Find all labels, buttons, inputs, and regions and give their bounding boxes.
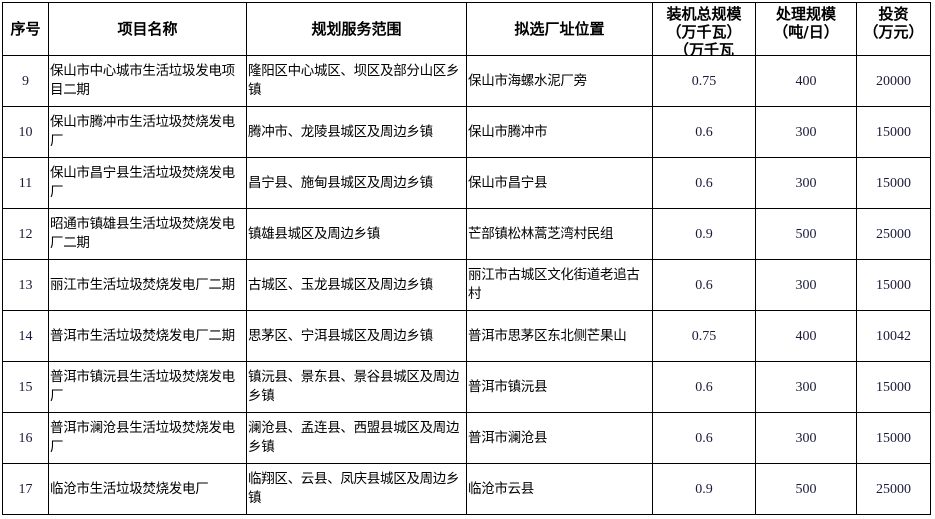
cell-scope: 临翔区、云县、凤庆县城区及周边乡镇 <box>246 463 467 515</box>
header-no-label: 序号 <box>10 20 41 38</box>
cell-invest: 15000 <box>856 106 931 158</box>
header-capacity-unit: （万千瓦） <box>666 23 742 41</box>
cell-invest: 25000 <box>856 208 931 260</box>
cell-scale: 500 <box>755 208 857 260</box>
table-row: 15 普洱市镇沅县生活垃圾焚烧发电厂 镇沅县、景东县、景谷县城区及周边乡镇 普洱市镇沅… <box>2 361 931 413</box>
header-scope-label: 规划服务范围 <box>311 20 402 38</box>
header-scale: 处理规模 （吨/日） <box>755 2 857 56</box>
cell-scale: 300 <box>755 157 857 209</box>
cell-scope: 腾冲市、龙陵县城区及周边乡镇 <box>246 106 467 158</box>
cell-capacity: 0.9 <box>652 208 756 260</box>
cell-scale: 300 <box>755 361 857 413</box>
header-name: 项目名称 <box>48 2 247 56</box>
cell-no: 9 <box>2 55 49 107</box>
cell-name: 临沧市生活垃圾焚烧发电厂 <box>48 463 247 515</box>
header-invest-label: 投资 <box>878 5 909 23</box>
cell-capacity: 0.9 <box>652 463 756 515</box>
cell-scale: 400 <box>755 55 857 107</box>
cell-site: 芒部镇松林蒿芝湾村民组 <box>466 208 653 260</box>
header-no: 序号 <box>2 2 49 56</box>
cell-invest: 10042 <box>856 310 931 362</box>
cell-no: 16 <box>2 412 49 464</box>
header-scale-label: 处理规模 <box>775 5 836 23</box>
header-invest-unit: （万元） <box>863 23 924 41</box>
cell-capacity: 0.6 <box>652 259 756 311</box>
cell-no: 17 <box>2 463 49 515</box>
cell-no: 10 <box>2 106 49 158</box>
cell-no: 15 <box>2 361 49 413</box>
cell-invest: 25000 <box>856 463 931 515</box>
cell-invest: 15000 <box>856 361 931 413</box>
header-capacity: 装机总规模 （万千瓦） （万千瓦 <box>652 2 756 56</box>
cell-scope: 昌宁县、施甸县城区及周边乡镇 <box>246 157 467 209</box>
table-row: 9 保山市中心城市生活垃圾发电项目二期 隆阳区中心城区、坝区及部分山区乡镇 保山市海螺… <box>2 55 931 107</box>
cell-scope: 澜沧县、孟连县、西盟县城区及周边乡镇 <box>246 412 467 464</box>
cell-name: 保山市腾冲市生活垃圾焚烧发电厂 <box>48 106 247 158</box>
cell-capacity: 0.6 <box>652 157 756 209</box>
cell-invest: 20000 <box>856 55 931 107</box>
cell-scale: 400 <box>755 310 857 362</box>
cell-site: 普洱市澜沧县 <box>466 412 653 464</box>
cell-name: 普洱市澜沧县生活垃圾焚烧发电厂 <box>48 412 247 464</box>
table-row: 12 昭通市镇雄县生活垃圾焚烧发电厂二期 镇雄县城区及周边乡镇 芒部镇松林蒿芝湾村民组… <box>2 208 931 260</box>
header-row: 序号 项目名称 规划服务范围 拟选厂址位置 装机总规模 （万千瓦） （万千瓦 处理规… <box>2 2 931 56</box>
cell-capacity: 0.6 <box>652 361 756 413</box>
cell-site: 普洱市思茅区东北侧芒果山 <box>466 310 653 362</box>
cell-scale: 300 <box>755 412 857 464</box>
cell-scope: 思茅区、宁洱县城区及周边乡镇 <box>246 310 467 362</box>
cell-name: 普洱市镇沅县生活垃圾焚烧发电厂 <box>48 361 247 413</box>
cell-name: 普洱市生活垃圾焚烧发电厂二期 <box>48 310 247 362</box>
cell-scale: 300 <box>755 259 857 311</box>
cell-no: 11 <box>2 157 49 209</box>
header-capacity-overflow: （万千瓦 <box>673 41 734 55</box>
table-row: 16 普洱市澜沧县生活垃圾焚烧发电厂 澜沧县、孟连县、西盟县城区及周边乡镇 普洱市澜沧… <box>2 412 931 464</box>
cell-scale: 300 <box>755 106 857 158</box>
cell-scope: 隆阳区中心城区、坝区及部分山区乡镇 <box>246 55 467 107</box>
cell-capacity: 0.6 <box>652 412 756 464</box>
cell-site: 普洱市镇沅县 <box>466 361 653 413</box>
header-scale-unit: （吨/日） <box>773 23 839 41</box>
header-capacity-label: 装机总规模 <box>666 5 742 23</box>
cell-invest: 15000 <box>856 259 931 311</box>
cell-capacity: 0.75 <box>652 310 756 362</box>
cell-no: 14 <box>2 310 49 362</box>
cell-scope: 古城区、玉龙县城区及周边乡镇 <box>246 259 467 311</box>
cell-site: 保山市海螺水泥厂旁 <box>466 55 653 107</box>
cell-no: 12 <box>2 208 49 260</box>
cell-site: 丽江市古城区文化街道老追古村 <box>466 259 653 311</box>
cell-scope: 镇雄县城区及周边乡镇 <box>246 208 467 260</box>
header-scope: 规划服务范围 <box>246 2 467 56</box>
cell-name: 丽江市生活垃圾焚烧发电厂二期 <box>48 259 247 311</box>
table-row: 17 临沧市生活垃圾焚烧发电厂 临翔区、云县、凤庆县城区及周边乡镇 临沧市云县 0.9 5… <box>2 463 931 515</box>
cell-name: 保山市中心城市生活垃圾发电项目二期 <box>48 55 247 107</box>
cell-invest: 15000 <box>856 412 931 464</box>
table-body: 9 保山市中心城市生活垃圾发电项目二期 隆阳区中心城区、坝区及部分山区乡镇 保山市海螺… <box>2 55 931 515</box>
header-site-label: 拟选厂址位置 <box>514 20 605 38</box>
table-row: 10 保山市腾冲市生活垃圾焚烧发电厂 腾冲市、龙陵县城区及周边乡镇 保山市腾冲市 0.6… <box>2 106 931 158</box>
cell-scope: 镇沅县、景东县、景谷县城区及周边乡镇 <box>246 361 467 413</box>
cell-name: 保山市昌宁县生活垃圾焚烧发电厂 <box>48 157 247 209</box>
cell-capacity: 0.6 <box>652 106 756 158</box>
header-invest: 投资 （万元） <box>856 2 931 56</box>
table-row: 13 丽江市生活垃圾焚烧发电厂二期 古城区、玉龙县城区及周边乡镇 丽江市古城区文化街道… <box>2 259 931 311</box>
header-site: 拟选厂址位置 <box>466 2 653 56</box>
cell-site: 保山市腾冲市 <box>466 106 653 158</box>
cell-capacity: 0.75 <box>652 55 756 107</box>
cell-no: 13 <box>2 259 49 311</box>
cell-site: 临沧市云县 <box>466 463 653 515</box>
cell-name: 昭通市镇雄县生活垃圾焚烧发电厂二期 <box>48 208 247 260</box>
cell-scale: 500 <box>755 463 857 515</box>
header-name-label: 项目名称 <box>117 20 178 38</box>
cell-site: 保山市昌宁县 <box>466 157 653 209</box>
cell-invest: 15000 <box>856 157 931 209</box>
table-row: 14 普洱市生活垃圾焚烧发电厂二期 思茅区、宁洱县城区及周边乡镇 普洱市思茅区东北侧芒… <box>2 310 931 362</box>
table-row: 11 保山市昌宁县生活垃圾焚烧发电厂 昌宁县、施甸县城区及周边乡镇 保山市昌宁县 0.6… <box>2 157 931 209</box>
